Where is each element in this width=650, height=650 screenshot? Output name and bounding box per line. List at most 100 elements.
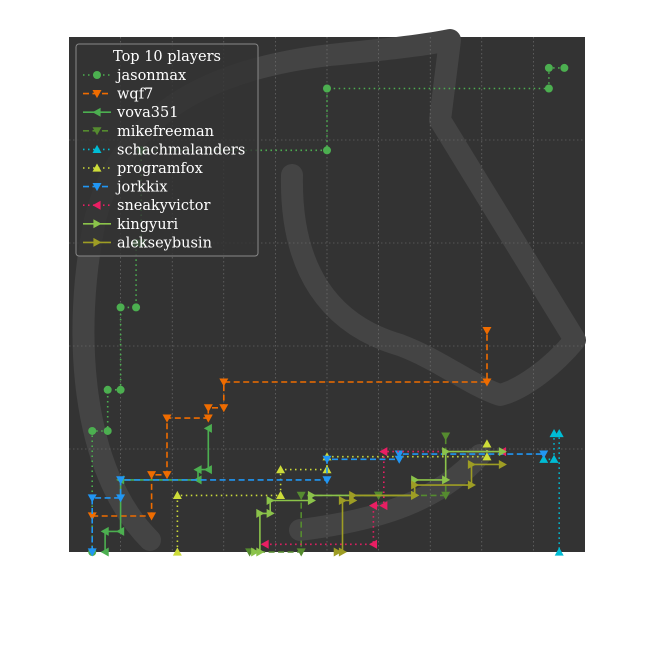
data-point-wqf7 [162, 414, 172, 423]
data-point-jasonmax [544, 84, 553, 93]
data-point-mikefreeman [296, 548, 306, 557]
data-point-programfox [482, 452, 492, 461]
data-point-jasonmax [103, 426, 112, 435]
series-kingyuri [251, 447, 507, 557]
data-point-jasonmax [323, 146, 331, 155]
data-point-alekseybusin [349, 490, 358, 500]
series-schachmalanders [539, 429, 564, 556]
data-point-sneakyvictor [379, 501, 388, 511]
data-point-vova351 [203, 423, 212, 433]
grid [69, 37, 585, 552]
data-point-alekseybusin [467, 480, 476, 490]
data-point-sneakyvictor [368, 501, 378, 511]
legend: Top 10 players jasonmax wqf7 vova351 mikefr… [75, 43, 259, 257]
data-point-vova351 [100, 547, 109, 557]
series-line-alekseybusin [337, 463, 503, 553]
data-point-kingyuri [442, 475, 451, 485]
data-point-jorkkix [87, 494, 97, 503]
data-point-schachmalanders [554, 429, 564, 438]
legend-marker [93, 71, 101, 79]
data-point-alekseybusin [498, 459, 507, 469]
legend-item-jorkkix: jorkkix [83, 180, 168, 196]
data-point-jasonmax [88, 426, 97, 435]
data-point-alekseybusin [411, 490, 420, 500]
series-layer [87, 63, 569, 557]
data-point-alekseybusin [467, 459, 476, 469]
data-point-vova351 [100, 526, 109, 536]
data-point-jasonmax [103, 385, 112, 394]
series-line-jasonmax [91, 67, 565, 552]
data-point-jasonmax [560, 63, 569, 72]
legend-marker [92, 163, 102, 172]
data-point-programfox [482, 439, 492, 448]
legend-marker [93, 219, 102, 229]
data-point-kingyuri [256, 547, 265, 557]
data-point-programfox [276, 465, 286, 474]
data-point-alekseybusin [338, 496, 347, 505]
data-point-jorkkix [87, 548, 97, 557]
legend-marker [92, 144, 102, 153]
data-point-kingyuri [442, 447, 451, 457]
data-point-wqf7 [147, 512, 157, 521]
legend-marker [92, 90, 102, 99]
legend-label: sneakyvictor [117, 198, 210, 214]
data-point-jasonmax [116, 303, 125, 312]
data-point-jorkkix [539, 450, 549, 459]
series-wqf7 [87, 326, 492, 521]
data-point-vova351 [193, 465, 202, 475]
data-point-sneakyvictor [379, 447, 388, 457]
legend-item-mikefreeman: mikefreeman [83, 124, 214, 140]
data-point-alekseybusin [411, 480, 420, 490]
data-point-schachmalanders [539, 454, 549, 463]
data-point-programfox [276, 490, 286, 499]
data-point-wqf7 [482, 378, 492, 387]
data-point-schachmalanders [554, 547, 564, 556]
data-point-jasonmax [544, 63, 553, 72]
data-point-wqf7 [219, 378, 229, 387]
data-point-jorkkix [394, 455, 404, 464]
data-point-kingyuri [498, 447, 507, 457]
data-point-schachmalanders [549, 454, 559, 463]
legend-marker [92, 107, 101, 117]
legend-label: kingyuri [117, 217, 179, 233]
data-point-wqf7 [87, 512, 97, 521]
data-point-vova351 [193, 475, 202, 485]
data-point-jorkkix [322, 455, 332, 464]
data-point-kingyuri [266, 508, 275, 518]
legend-label: vova351 [116, 105, 178, 121]
data-point-wqf7 [203, 414, 213, 423]
legend-item-vova351: vova351 [83, 105, 178, 121]
legend-item-wqf7: wqf7 [83, 87, 153, 103]
series-alekseybusin [333, 459, 507, 557]
data-point-kingyuri [307, 490, 317, 500]
data-point-alekseybusin [333, 547, 342, 557]
data-point-programfox [172, 547, 182, 556]
legend-item-schachmalanders: schachmalanders [83, 142, 245, 158]
data-point-jorkkix [116, 476, 126, 485]
data-point-kingyuri [266, 496, 275, 505]
data-point-jorkkix [116, 494, 126, 503]
data-point-wqf7 [147, 471, 157, 480]
legend-item-alekseybusin: alekseybusin [83, 235, 212, 251]
data-point-jasonmax [116, 385, 125, 394]
data-point-jasonmax [132, 303, 141, 312]
legend-marker [92, 200, 101, 210]
data-point-wqf7 [482, 326, 492, 336]
data-point-wqf7 [203, 404, 213, 413]
data-point-kingyuri [256, 508, 265, 518]
legend-marker [93, 237, 102, 247]
legend-box [75, 43, 259, 257]
legend-label: schachmalanders [117, 142, 245, 158]
legend-label: programfox [117, 161, 203, 177]
legend-label: jasonmax [115, 68, 186, 84]
legend-item-jasonmax: jasonmax [83, 68, 186, 84]
data-point-mikefreeman [441, 432, 451, 441]
series-line-kingyuri [254, 450, 503, 553]
data-point-wqf7 [162, 471, 172, 480]
data-point-jorkkix [394, 450, 404, 459]
data-point-alekseybusin [338, 547, 347, 557]
legend-label: jorkkix [115, 180, 168, 196]
legend-marker [92, 127, 102, 136]
legend-item-sneakyvictor: sneakyvictor [83, 198, 210, 214]
series-line-sneakyvictor [265, 450, 503, 546]
